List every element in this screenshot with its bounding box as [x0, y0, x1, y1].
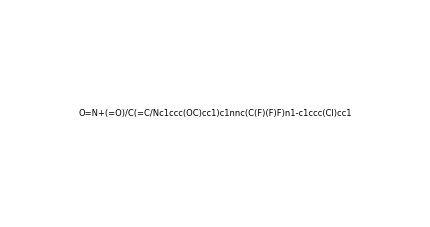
- Text: O=N+(=O)/C(=C/Nc1ccc(OC)cc1)c1nnc(C(F)(F)F)n1-c1ccc(Cl)cc1: O=N+(=O)/C(=C/Nc1ccc(OC)cc1)c1nnc(C(F)(F…: [78, 109, 352, 118]
